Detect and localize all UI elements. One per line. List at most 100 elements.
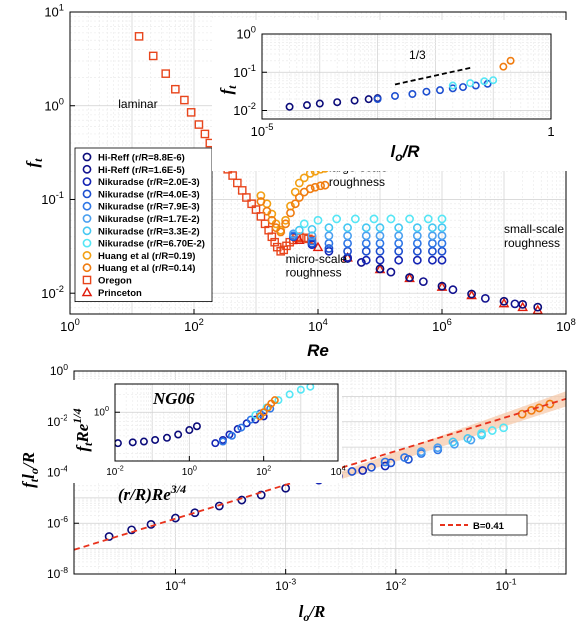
data-point [367,462,376,472]
top-chart: 100 102 104 106 10810-210-1100101ftRelaminar… [23,3,576,360]
series-nik_6 [251,384,315,419]
bottom-y-tick-label-base: 10 [47,516,61,530]
data-point [310,182,320,192]
inset-background [67,380,342,483]
bottom-y-tick-label-exp: -8 [60,565,68,575]
top-x-tick-label: 100 [60,317,80,334]
bottom-legend: B=0.41 [431,514,528,536]
data-point [343,253,352,262]
inset2-y-axis-label: ftRe1/4 [70,408,95,451]
data-point [533,302,543,312]
legend-marker [82,275,92,285]
top-y-tick-label-exp: 0 [59,96,64,106]
bottom-x-tick-label-base: 10 [165,579,179,593]
data-point [211,439,220,448]
ylabel-l: l [19,474,38,479]
bottom-x-tick-label: 10-3 [275,577,296,593]
top-y-tick-label-base: 10 [41,286,55,301]
top-y-tick-label: 10-2 [41,284,64,301]
inset2-x-axis-label: (r/R)Re3/4 [118,482,186,504]
legend-marker [82,226,92,236]
data-point [185,426,194,435]
top-x-tick-label: 106 [432,317,452,334]
data-point [190,508,200,518]
inset2-x-tick-label-base: 10 [106,467,118,478]
data-point [302,101,311,110]
top-x-tick-label-exp: 6 [447,317,452,327]
inset2-y-tick-label-base: 10 [94,408,106,419]
inset-x-tick-label-base: 10 [251,124,265,139]
top-y-tick-label-base: 10 [41,192,55,207]
data-point [218,437,227,446]
inset2-x-tick-label-exp: 0 [193,464,197,473]
legend-item: Nikuradse (r/R=4.0E-3) [98,189,200,200]
data-point [128,438,137,447]
data-point [467,289,476,299]
data-point [251,205,261,214]
legend-box [431,514,528,536]
inset2-x-tick-label-base: 10 [182,467,194,478]
annotation-2: roughness [329,175,385,189]
data-point [186,108,196,117]
legend-item: Oregon [98,276,132,287]
data-point [458,83,467,92]
data-point [347,467,357,476]
series-nik_6 [299,214,447,229]
data-point [364,95,373,104]
data-point [466,289,477,300]
series-nik_6 [477,423,508,438]
top-x-tick-label-base: 10 [308,319,322,334]
inset2-frame [114,383,339,462]
data-point [267,215,277,225]
inset-y-axis-label: ft [217,85,239,95]
data-point [437,255,447,265]
data-point [151,435,160,444]
xlabel-sub-o: o [303,610,309,624]
data-point [480,77,489,86]
data-point [281,215,290,225]
inset-y-tick-label-base: 10 [233,65,247,80]
data-point [427,255,437,265]
series-nik_5 [294,223,447,235]
data-point [294,178,304,188]
data-point [448,437,458,447]
data-point [386,458,396,468]
bottom-y-tick-label-base: 10 [47,567,61,581]
bottom-x-tick-label-exp: -1 [509,577,517,587]
bottom-y-tick-label-exp: 0 [63,362,68,372]
inset2-x-tick-label: 102 [256,464,271,479]
data-point [477,428,487,438]
bottom-y-tick-label: 10-8 [47,565,68,581]
legend-item: Nikuradse (r/R=6.70E-2) [98,239,205,250]
inset-y-tick-label-base: 10 [236,27,250,42]
data-point [499,62,508,71]
bottom-y-tick-label-exp: -4 [60,463,68,473]
ylabel-subscript: t [31,158,45,162]
inset2-x-tick-label-base: 10 [330,467,342,478]
data-point [416,447,426,457]
inset-x-tick-label-exp: -5 [265,122,273,132]
data-point [290,199,300,209]
data-point [394,223,404,233]
inset-y-tick-label-exp: -2 [248,101,256,111]
inset-x-tick-label: 10-5 [251,122,274,139]
ylabel-sub-o: o [27,468,41,474]
data-point [233,178,242,188]
ylabel-exp: 1/4 [70,408,84,423]
bottom-chart: 10-4 10-3 10-2 10-110-810-610-410-2100ftlo/… [19,362,567,624]
annotation-6: roughness [286,266,342,280]
bottom-y-axis-label: ftlo/R [19,452,41,488]
inset-y-tick-label: 10-2 [233,101,256,118]
ylabel-re: Re [73,423,92,443]
bottom-x-tick-label-exp: -2 [399,577,407,587]
inset-x-tick-label: 1 [547,124,554,139]
legend-item: Princeton [98,288,142,299]
data-point [350,214,360,224]
top-y-tick-label-base: 10 [44,5,58,20]
data-point [373,94,382,103]
legend-item: Hi-Reff (r/R=8.8E-6) [98,153,185,164]
series-hireff_2 [356,258,520,309]
inset-y-tick-label: 10-1 [233,63,256,80]
series-nik_4 [288,229,447,241]
data-point [361,231,371,241]
